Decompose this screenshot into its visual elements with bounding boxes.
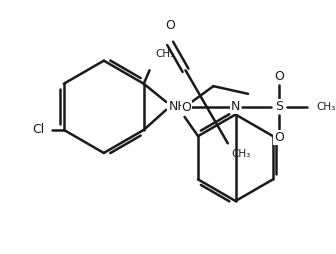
Text: O: O bbox=[274, 131, 284, 144]
Text: S: S bbox=[275, 100, 283, 113]
Text: N: N bbox=[231, 100, 240, 113]
Text: CH₃: CH₃ bbox=[232, 149, 251, 159]
Text: Cl: Cl bbox=[32, 123, 45, 136]
Text: O: O bbox=[181, 101, 192, 114]
Text: O: O bbox=[274, 70, 284, 83]
Text: CH₃: CH₃ bbox=[155, 49, 175, 59]
Text: O: O bbox=[165, 19, 175, 32]
Text: CH₃: CH₃ bbox=[316, 102, 336, 112]
Text: NH: NH bbox=[168, 100, 187, 113]
